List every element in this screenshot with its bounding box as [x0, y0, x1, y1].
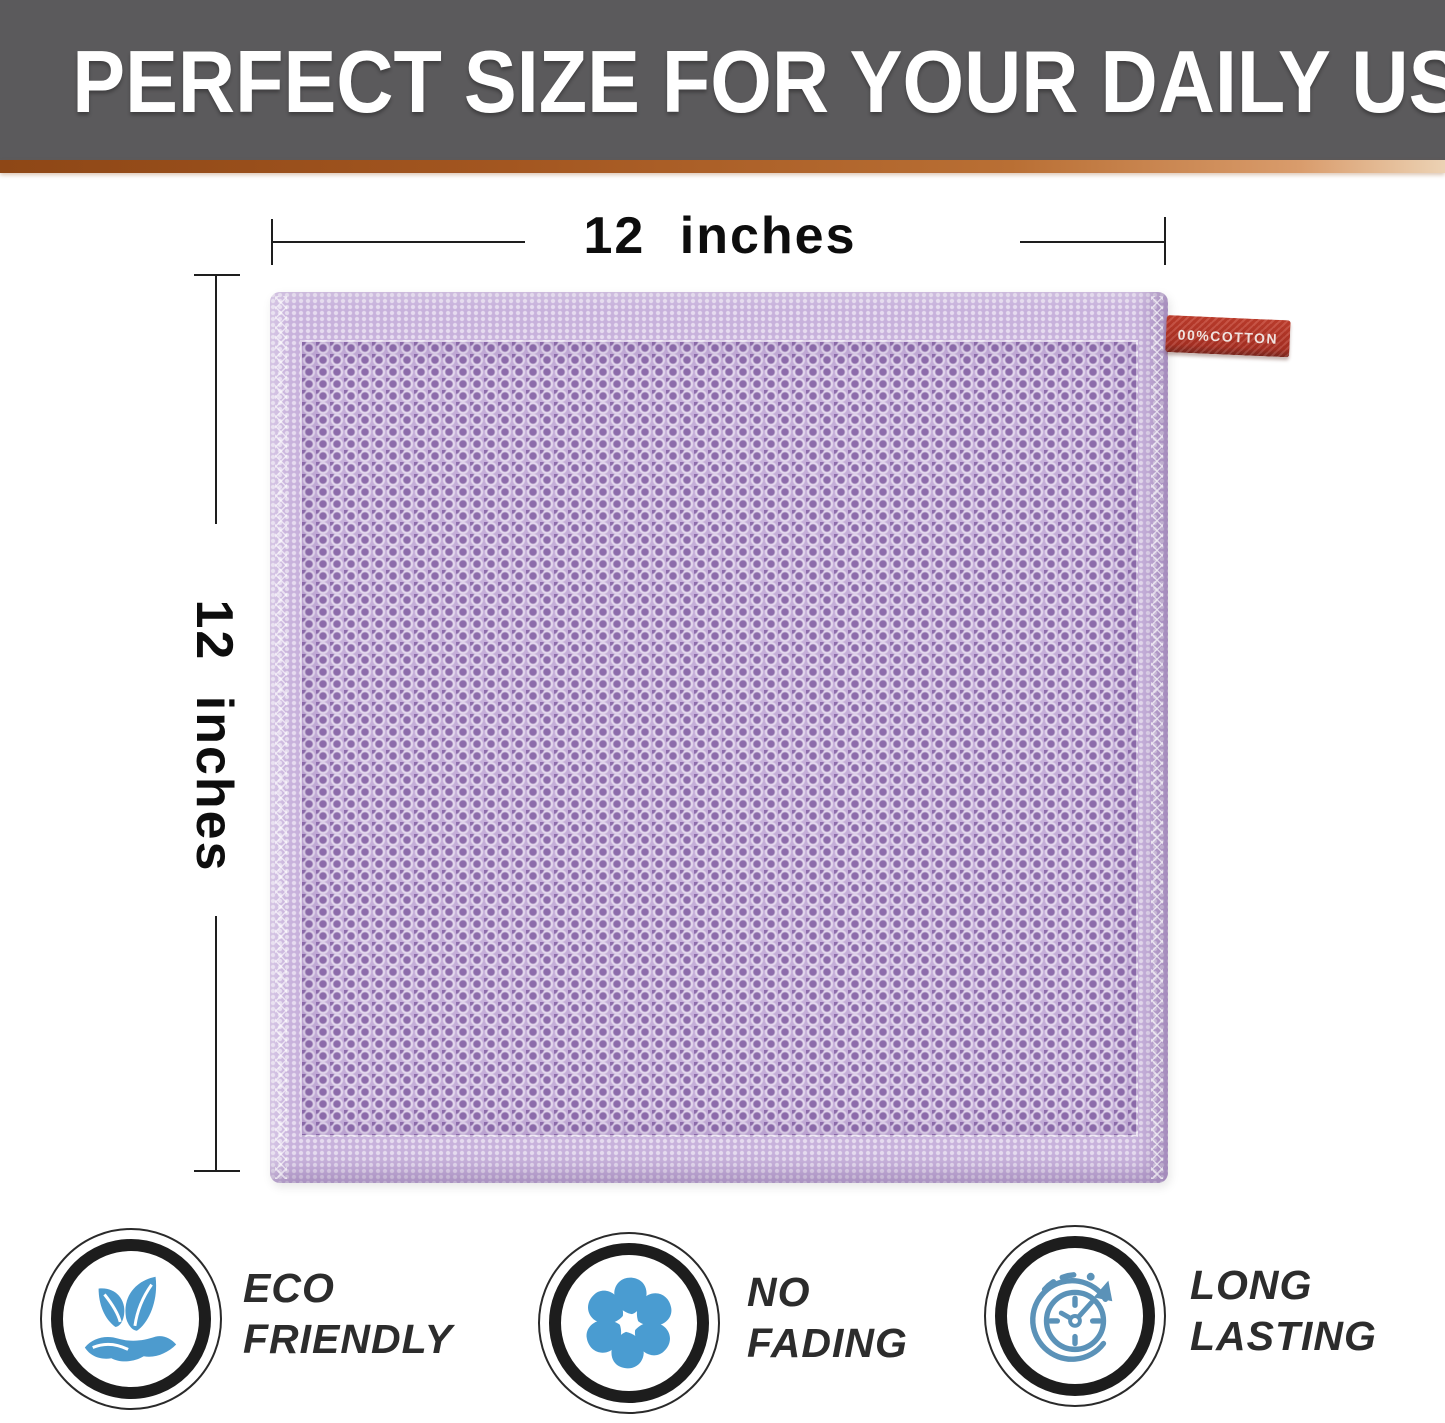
feature-label-line: LONG: [1190, 1262, 1313, 1308]
dimension-tick: [194, 274, 240, 276]
leaf-hand-icon: [84, 1276, 177, 1362]
dimension-line-segment: [273, 241, 525, 243]
waffle-weave-texture: [300, 340, 1138, 1137]
badge-ring: [995, 1236, 1155, 1396]
fabric-care-tag: 00%COTTON: [1165, 315, 1291, 358]
dimension-line-segment: [215, 276, 217, 524]
water-drop-pinwheel-icon: [580, 1277, 678, 1369]
feature-label-line: ECO: [243, 1265, 335, 1311]
feature-label-line: LASTING: [1190, 1313, 1377, 1359]
clock-refresh-icon: [1030, 1272, 1113, 1362]
feature-badge-long-lasting: [984, 1225, 1166, 1407]
feature-label-eco-friendly: ECO FRIENDLY: [243, 1263, 453, 1365]
feature-badge-no-fading: [538, 1232, 720, 1414]
badge-ring: [549, 1243, 709, 1403]
feature-label-line: FADING: [747, 1320, 908, 1366]
fabric-tag-label: 00%COTTON: [1177, 326, 1279, 347]
page-title: PERFECT SIZE FOR YOUR DAILY USE: [72, 32, 1445, 131]
accent-bar: [0, 160, 1445, 173]
width-dimension-label: 12 inches: [583, 207, 857, 265]
header-banner: PERFECT SIZE FOR YOUR DAILY USE: [0, 0, 1445, 160]
height-dimension-label: 12 inches: [185, 599, 243, 873]
stitched-edge: [1151, 296, 1163, 1179]
dimension-tick: [194, 1170, 240, 1172]
dimension-tick: [271, 219, 273, 265]
feature-label-line: FRIENDLY: [243, 1316, 453, 1362]
dimension-line-segment: [1020, 241, 1166, 243]
feature-label-line: NO: [747, 1269, 811, 1315]
dimension-tick: [1164, 217, 1166, 265]
feature-label-long-lasting: LONG LASTING: [1190, 1260, 1377, 1362]
feature-badge-eco-friendly: [40, 1228, 222, 1410]
feature-label-no-fading: NO FADING: [747, 1267, 908, 1369]
dimension-line-segment: [215, 916, 217, 1172]
towel-image: [270, 292, 1168, 1183]
badge-ring: [51, 1239, 211, 1399]
stitched-edge: [275, 296, 287, 1179]
